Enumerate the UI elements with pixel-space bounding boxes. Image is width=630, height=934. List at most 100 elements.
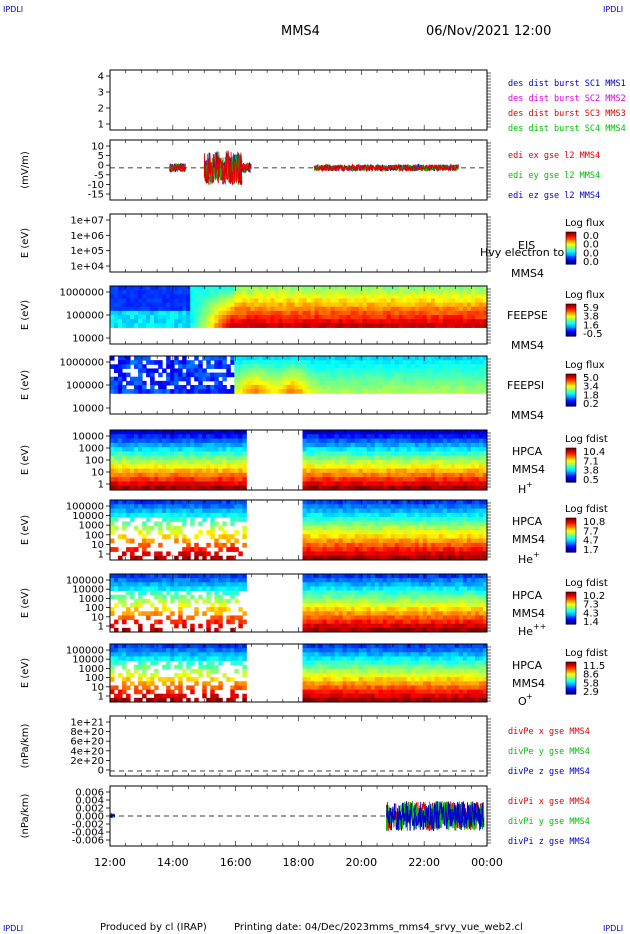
heatmap-cell <box>310 286 316 291</box>
heatmap-cell <box>162 477 167 482</box>
heatmap-cell <box>370 389 376 394</box>
heatmap-cell <box>202 455 207 461</box>
heatmap-cell <box>178 447 183 452</box>
y-tick-label: 1e+07 <box>70 216 104 227</box>
heatmap-cell <box>422 464 428 470</box>
heatmap-cell <box>450 551 456 557</box>
heatmap-cell <box>142 574 147 579</box>
heatmap-cell <box>218 598 223 604</box>
heatmap-cell <box>322 451 328 457</box>
heatmap-cell <box>126 485 131 491</box>
heatmap-cell <box>310 508 316 514</box>
heatmap-cell <box>430 385 436 390</box>
heatmap-cell <box>246 290 251 295</box>
heatmap-cell <box>170 286 175 291</box>
heatmap-cell <box>402 298 408 304</box>
heatmap-cell <box>434 455 440 461</box>
heatmap-cell <box>186 477 191 482</box>
heatmap-cell <box>198 455 203 461</box>
heatmap-cell <box>430 290 436 295</box>
colorbar-tick-label: 4.7 <box>583 536 599 547</box>
heatmap-cell <box>310 504 316 510</box>
heatmap-cell <box>442 385 448 390</box>
heatmap-cell <box>454 447 460 452</box>
heatmap-cell <box>122 627 127 633</box>
heatmap-cell <box>454 442 460 448</box>
heatmap-cell <box>234 290 239 295</box>
heatmap-cell <box>166 551 171 557</box>
heatmap-cell <box>138 389 143 394</box>
heatmap-cell <box>286 364 291 369</box>
heatmap-cell <box>406 530 412 535</box>
heatmap-cell <box>354 517 360 522</box>
heatmap-cell <box>306 368 312 374</box>
heatmap-cell <box>206 460 211 465</box>
heatmap-cell <box>342 380 348 386</box>
heatmap-cell <box>442 360 448 365</box>
heatmap-cell <box>378 323 384 328</box>
heatmap-cell <box>206 298 211 304</box>
heatmap-cell <box>154 504 159 510</box>
heatmap-cell <box>206 306 211 312</box>
heatmap-cell <box>454 451 460 457</box>
heatmap-cell <box>386 481 392 487</box>
heatmap-cell <box>158 594 163 600</box>
heatmap-cell <box>330 521 336 527</box>
heatmap-cell <box>170 442 175 448</box>
heatmap-cell <box>410 380 416 386</box>
heatmap-cell <box>118 598 123 604</box>
heatmap-cell <box>146 315 151 320</box>
heatmap-cell <box>422 517 428 522</box>
heatmap-cell <box>242 455 247 461</box>
heatmap-cell <box>406 542 412 548</box>
heatmap-cell <box>326 310 332 316</box>
heatmap-cell <box>346 323 352 328</box>
heatmap-cell <box>350 323 356 328</box>
heatmap-cell <box>322 430 328 435</box>
heatmap-cell <box>438 485 444 491</box>
heatmap-cell <box>334 521 340 527</box>
heatmap-cell <box>142 611 147 616</box>
heatmap-cell <box>230 500 235 505</box>
series-line <box>169 163 186 172</box>
heatmap-cell <box>414 517 420 522</box>
heatmap-cell <box>206 294 211 299</box>
heatmap-cell <box>482 521 488 527</box>
heatmap-cell <box>130 298 135 304</box>
heatmap-cell <box>438 286 444 291</box>
heatmap-cell <box>150 286 155 291</box>
heatmap-cell <box>354 603 360 608</box>
heatmap-cell <box>386 547 392 552</box>
heatmap-cell <box>238 438 243 444</box>
heatmap-cell <box>354 460 360 465</box>
heatmap-cell <box>282 286 287 291</box>
heatmap-cell <box>142 310 147 316</box>
heatmap-cell <box>342 623 348 629</box>
heatmap-cell <box>110 464 115 470</box>
heatmap-cell <box>166 468 171 474</box>
heatmap-cell <box>222 376 227 382</box>
heatmap-cell <box>378 298 384 304</box>
heatmap-cell <box>238 447 243 452</box>
heatmap-cell <box>142 368 147 374</box>
heatmap-cell <box>214 319 219 324</box>
heatmap-cell <box>334 534 340 540</box>
heatmap-cell <box>158 481 163 487</box>
heatmap-cell <box>342 521 348 527</box>
heatmap-cell <box>370 364 376 369</box>
heatmap-cell <box>478 376 484 382</box>
heatmap-cell <box>246 286 251 291</box>
heatmap-cell <box>202 477 207 482</box>
heatmap-cell <box>306 578 312 583</box>
heatmap-cell <box>310 310 316 316</box>
heatmap-cell <box>426 434 432 440</box>
heatmap-cell <box>134 525 139 531</box>
heatmap-cell <box>302 586 308 592</box>
heatmap-cell <box>458 368 464 374</box>
heatmap-cell <box>374 472 380 478</box>
heatmap-cell <box>310 302 316 308</box>
heatmap-cell <box>206 438 211 444</box>
heatmap-cell <box>202 460 207 465</box>
heatmap-cell <box>454 530 460 535</box>
heatmap-cell <box>362 298 368 304</box>
